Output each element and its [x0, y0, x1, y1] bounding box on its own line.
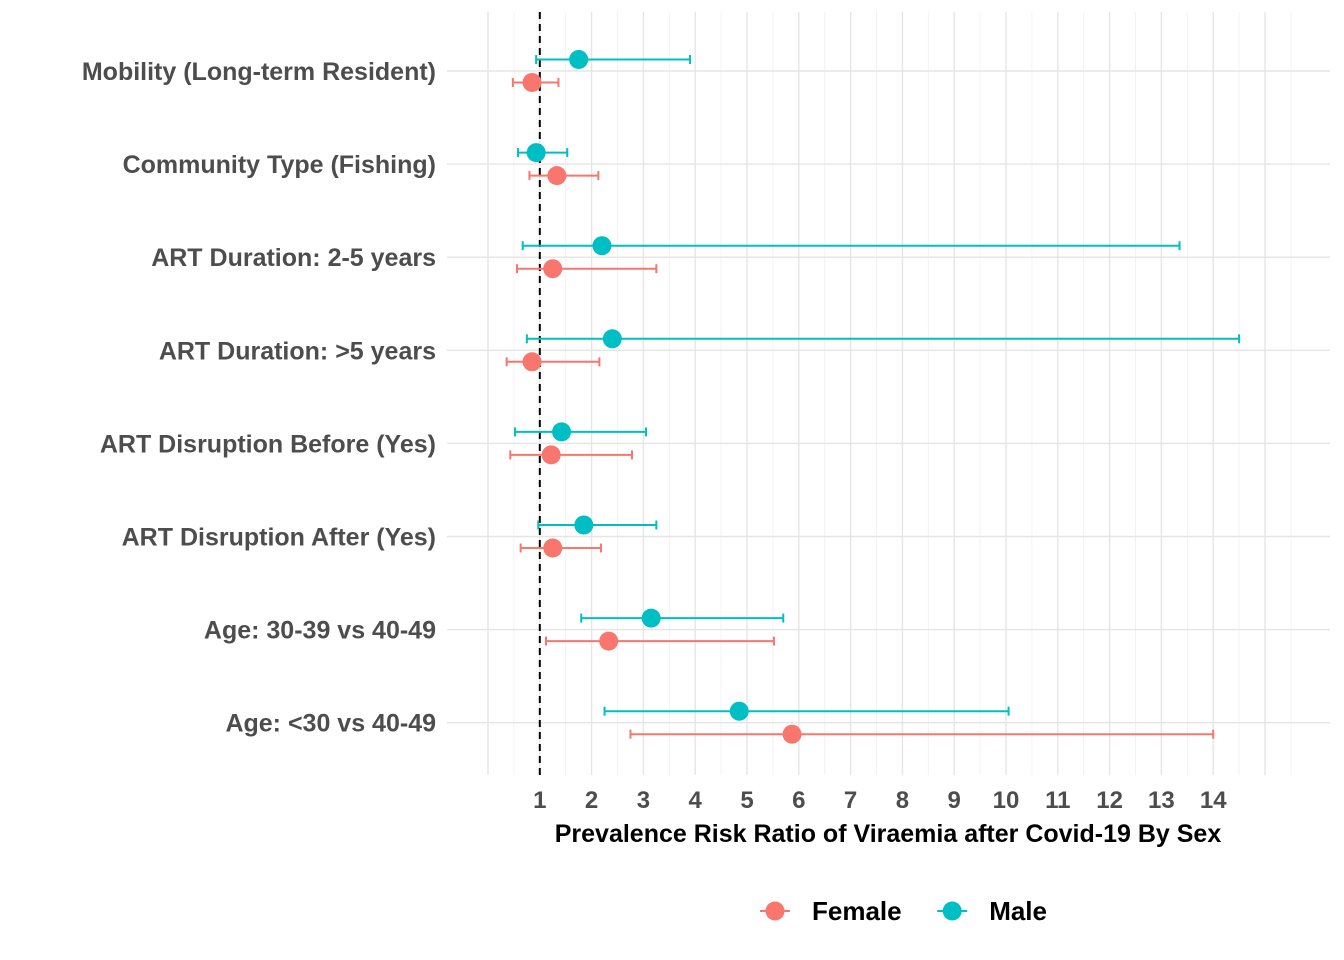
- point-estimate: [599, 631, 619, 651]
- x-tick-label: 10: [993, 787, 1020, 814]
- point-estimate: [592, 236, 612, 256]
- category-labels: Mobility (Long-term Resident) Community T…: [82, 58, 436, 738]
- x-tick-label: 6: [792, 787, 805, 814]
- point-estimate: [522, 352, 542, 372]
- series-female: [505, 73, 1215, 744]
- legend-item-female: Female: [760, 896, 902, 926]
- point-estimate: [543, 259, 563, 279]
- x-axis-title: Prevalence Risk Ratio of Viraemia after …: [555, 820, 1222, 848]
- x-tick-label: 8: [896, 787, 909, 814]
- x-tick-label: 2: [585, 787, 598, 814]
- x-tick-label: 12: [1096, 787, 1123, 814]
- x-tick-labels: 1 2 3 4 5 6 7 8 9 10 11 12 13 14: [533, 787, 1227, 814]
- x-tick-label: 7: [844, 787, 857, 814]
- category-label: ART Disruption Before (Yes): [100, 430, 436, 458]
- x-tick-label: 13: [1148, 787, 1175, 814]
- x-tick-label: 14: [1200, 787, 1227, 814]
- point-estimate: [543, 538, 563, 558]
- category-label: ART Duration: >5 years: [159, 337, 436, 365]
- x-tick-label: 9: [948, 787, 961, 814]
- legend: Female Male: [760, 896, 1047, 926]
- grid: [447, 12, 1330, 775]
- point-estimate: [729, 701, 749, 721]
- x-tick-label: 3: [637, 787, 650, 814]
- x-tick-label: 4: [689, 787, 703, 814]
- category-label: ART Duration: 2-5 years: [151, 244, 436, 272]
- point-estimate: [574, 515, 594, 535]
- legend-key-point: [765, 901, 785, 921]
- point-estimate: [641, 608, 661, 628]
- point-estimate: [552, 422, 572, 442]
- point-estimate: [547, 166, 567, 186]
- series-male: [513, 50, 1241, 721]
- category-label: Mobility (Long-term Resident): [82, 58, 436, 86]
- category-label: Community Type (Fishing): [123, 151, 436, 179]
- category-label: Age: 30-39 vs 40-49: [204, 617, 436, 645]
- legend-label: Male: [989, 896, 1047, 926]
- point-estimate: [522, 73, 542, 92]
- category-label: ART Disruption After (Yes): [122, 524, 436, 552]
- point-estimate: [602, 329, 622, 349]
- category-label: Age: <30 vs 40-49: [225, 710, 436, 738]
- legend-label: Female: [812, 896, 902, 926]
- point-estimate: [569, 50, 589, 69]
- x-tick-label: 11: [1045, 787, 1070, 814]
- point-estimate: [782, 724, 802, 744]
- plot-marks: [505, 50, 1241, 744]
- x-tick-label: 1: [533, 787, 546, 814]
- x-tick-label: 5: [740, 787, 753, 814]
- legend-key-point: [942, 901, 962, 921]
- legend-item-male: Male: [937, 896, 1047, 926]
- point-estimate: [526, 143, 546, 163]
- point-estimate: [541, 445, 561, 465]
